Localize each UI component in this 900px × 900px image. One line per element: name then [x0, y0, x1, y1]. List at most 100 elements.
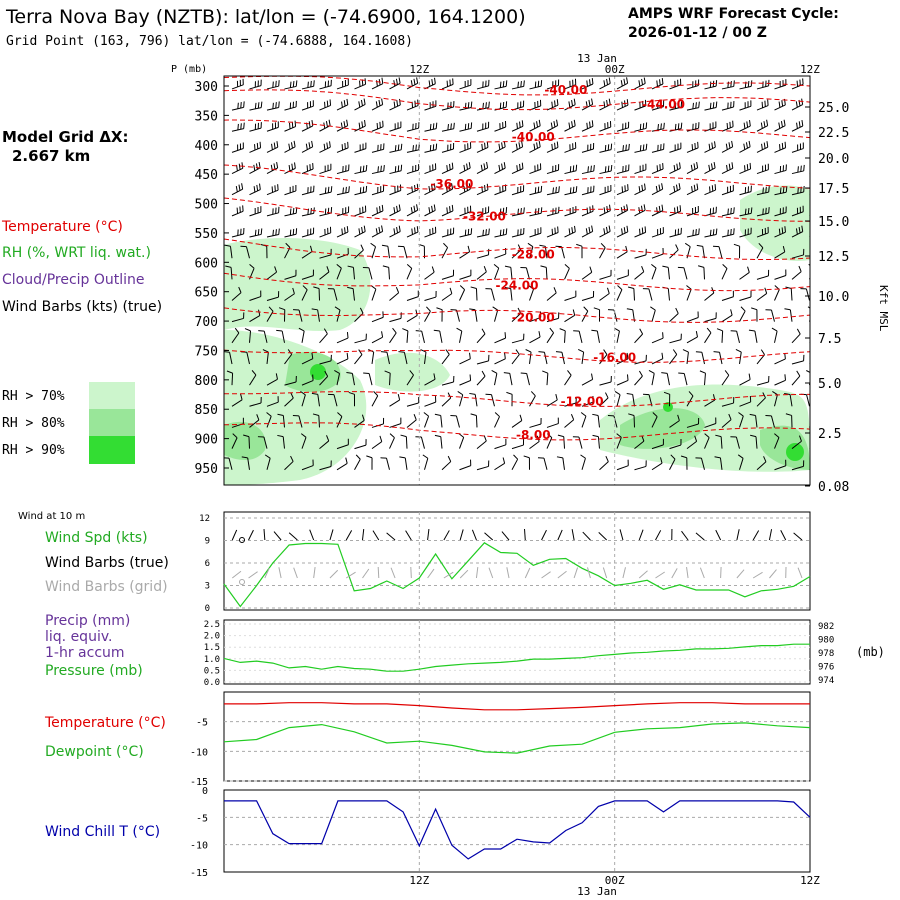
wind-barb-feather — [606, 287, 610, 294]
wind-barb-staff — [651, 444, 664, 450]
wind-barb-feather — [262, 349, 269, 353]
wind-barb-feather — [542, 370, 549, 374]
isotherm-line — [224, 272, 810, 292]
wind-barb-feather — [259, 141, 262, 148]
wind-barb-feather — [434, 434, 441, 438]
wind-barb-feather — [556, 141, 559, 148]
wind-barb-10m-true — [524, 528, 526, 541]
wind-barb — [277, 413, 285, 428]
wind-barb — [336, 206, 350, 217]
wind-barb — [266, 184, 279, 196]
wind-barb-staff — [368, 373, 373, 386]
wind-barb-feather — [724, 370, 730, 376]
wind-barb-10m-grid-staff — [329, 569, 339, 579]
wind-barb — [231, 327, 240, 344]
wind-barb — [765, 309, 775, 322]
wind-barb-feather — [310, 207, 312, 215]
wind-barb-staff — [301, 437, 307, 449]
wind-barb — [277, 434, 285, 449]
wind-barb-10m-true — [263, 528, 266, 541]
wind-barb-feather — [517, 307, 522, 314]
wind-barb-feather — [276, 141, 279, 148]
wind-barb-feather — [232, 433, 238, 439]
wind-barb — [808, 263, 810, 280]
wind-barb-feather — [347, 265, 354, 268]
wind-barb — [520, 266, 530, 280]
wind-barb-10m-grid-staff — [390, 567, 396, 579]
wind-barb-staff — [319, 376, 329, 386]
wind-barb-staff — [266, 401, 279, 407]
wind-barb — [581, 306, 589, 322]
wind-barb-staff — [791, 333, 801, 344]
wind-barb — [424, 306, 431, 322]
wind-barb-10m-staff — [598, 532, 608, 541]
wind-barb — [791, 460, 805, 471]
wind-barb-feather — [589, 79, 591, 86]
wind-barb-feather — [765, 186, 767, 193]
wind-barb-feather — [709, 229, 712, 236]
wind-barb — [564, 290, 577, 301]
wind-barb-staff — [564, 419, 574, 428]
wind-barb-feather — [272, 102, 274, 109]
wind-barb — [300, 390, 306, 407]
wind-barb-feather — [363, 98, 366, 105]
wind-barb — [293, 309, 303, 322]
wind-barb — [651, 263, 657, 280]
wind-barb — [616, 433, 622, 449]
wind-barb-staff — [739, 352, 742, 365]
wind-barb — [284, 228, 298, 238]
wind-barb-10m-grid — [524, 567, 531, 579]
wind-barb-feather — [747, 80, 750, 88]
wind-barb-feather — [238, 184, 241, 191]
wind-barb — [266, 141, 279, 153]
wind-barb-staff — [683, 373, 688, 386]
wind-barb-staff — [511, 420, 523, 428]
page-title: Terra Nova Bay (NZTB): lat/lon = (-74.69… — [5, 6, 526, 28]
wind-barb-feather — [364, 78, 367, 85]
wind-barb — [735, 348, 742, 365]
wind-barb — [634, 183, 646, 196]
wind-barb — [249, 414, 260, 428]
wind-barb-feather — [504, 352, 506, 359]
wind-barb-10m-grid — [410, 566, 412, 579]
wind-barb — [704, 206, 717, 217]
wind-barb-staff — [739, 415, 744, 428]
wind-barb — [301, 352, 314, 365]
wind-barb-10m-true — [557, 529, 563, 541]
wind-barb — [616, 459, 629, 471]
wind-barb-feather — [381, 98, 384, 105]
wind-barb-staff — [406, 330, 409, 343]
wind-barb — [739, 373, 751, 386]
pressure-tick-label: 900 — [195, 433, 218, 448]
wind-barb — [319, 370, 329, 386]
wind-barb-feather — [326, 435, 330, 442]
wind-barb — [581, 77, 594, 90]
wind-barb — [581, 205, 594, 217]
wind-barb — [301, 80, 315, 90]
wind-barb — [756, 456, 767, 471]
wind-barb-feather — [241, 183, 244, 190]
wind-barb-staff — [336, 267, 342, 280]
pressure-tick-label: 800 — [195, 374, 218, 389]
wind-barb-staff — [441, 168, 454, 175]
wind-barb-feather — [311, 392, 318, 395]
wind-barb — [424, 373, 436, 386]
wind-barb — [599, 204, 611, 217]
wind-barb — [284, 100, 297, 111]
wind-barb — [791, 205, 804, 217]
wind-barb-feather — [502, 229, 505, 236]
height-axis-label: Kft MSL — [877, 285, 890, 332]
wind-barb-feather — [504, 286, 511, 290]
wind-barb — [564, 98, 576, 111]
wind-barb — [319, 99, 332, 111]
wind-barb — [593, 307, 601, 322]
wind-barb-10m-staff — [345, 530, 353, 541]
wind-barb-staff — [263, 436, 268, 449]
wind-barb — [494, 352, 506, 365]
wind-barb-feather — [796, 122, 798, 129]
wind-barb-staff — [491, 394, 495, 407]
wind-barb-staff — [756, 212, 769, 217]
wind-barb-feather — [410, 80, 413, 87]
wind-barb-feather — [715, 101, 718, 108]
wind-barb-feather — [384, 370, 391, 374]
